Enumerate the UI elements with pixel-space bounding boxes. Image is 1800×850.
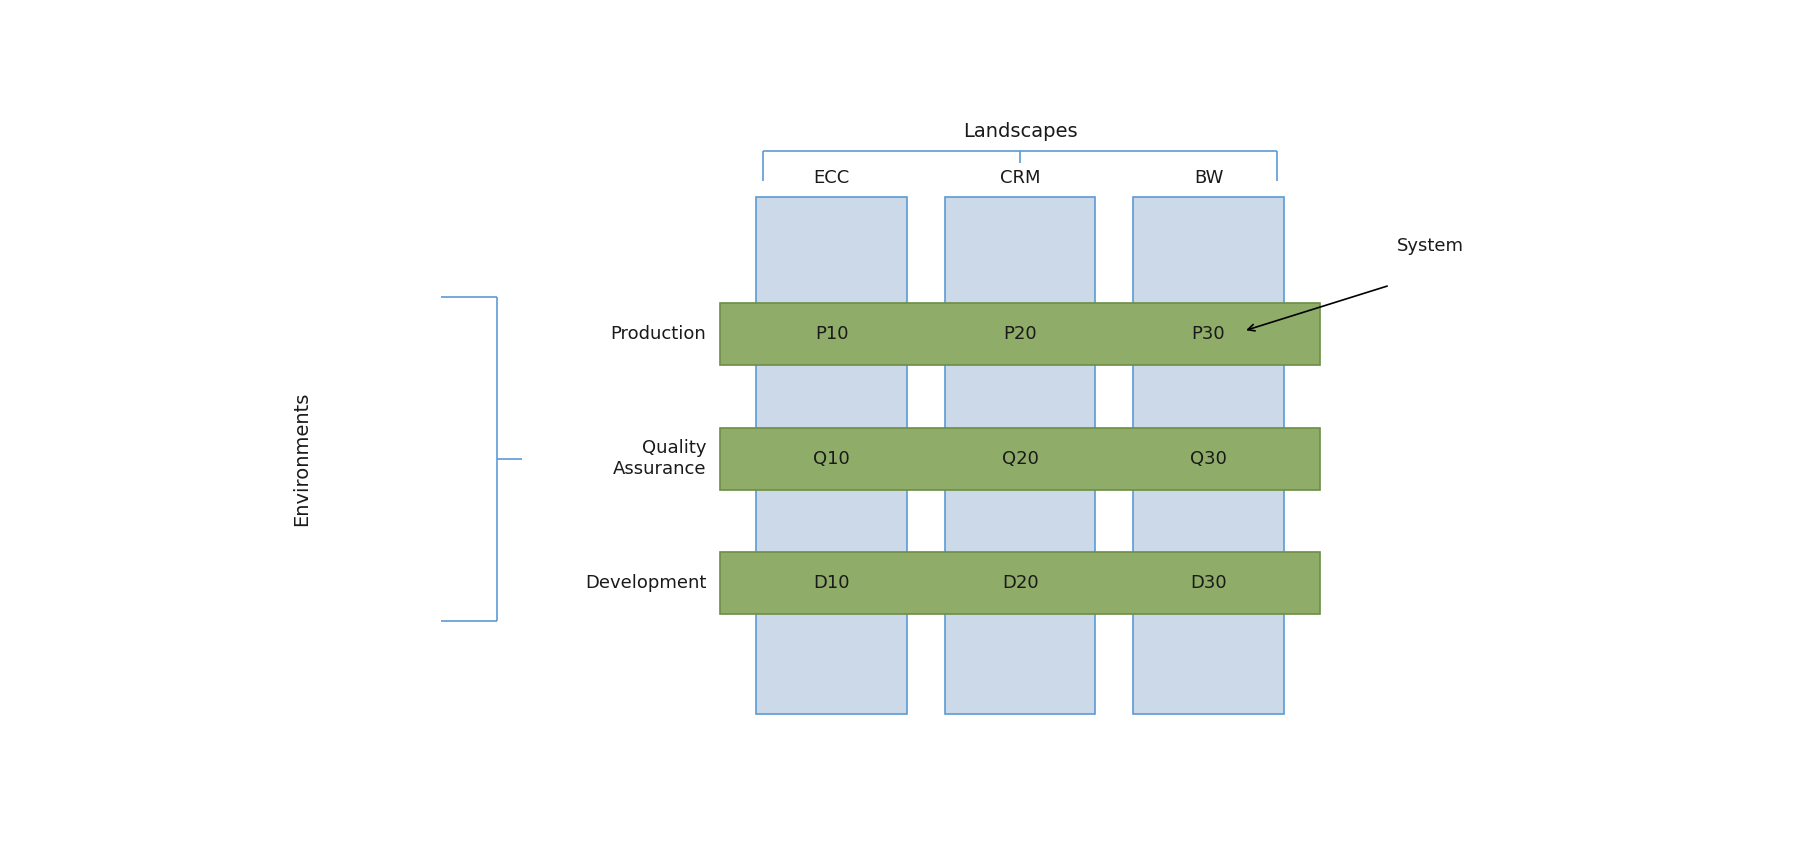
Text: Q20: Q20 [1003,450,1039,468]
Bar [1134,197,1283,714]
Text: Development: Development [585,574,706,592]
Text: BW: BW [1193,169,1224,187]
Text: D10: D10 [814,574,850,592]
Text: P30: P30 [1192,326,1226,343]
Bar [945,197,1096,714]
Text: P20: P20 [1003,326,1037,343]
Text: CRM: CRM [1001,169,1040,187]
Text: Production: Production [610,326,706,343]
Text: P10: P10 [815,326,848,343]
Text: Q30: Q30 [1190,450,1228,468]
Text: Environments: Environments [292,392,311,526]
Bar [720,552,1319,615]
Text: D20: D20 [1003,574,1039,592]
Bar [720,428,1319,490]
Text: ECC: ECC [814,169,850,187]
Text: Quality
Assurance: Quality Assurance [612,439,706,478]
Text: System: System [1397,237,1463,255]
Bar [756,197,907,714]
Text: D30: D30 [1190,574,1228,592]
Bar [720,303,1319,366]
Text: Q10: Q10 [814,450,850,468]
Text: Landscapes: Landscapes [963,122,1078,141]
